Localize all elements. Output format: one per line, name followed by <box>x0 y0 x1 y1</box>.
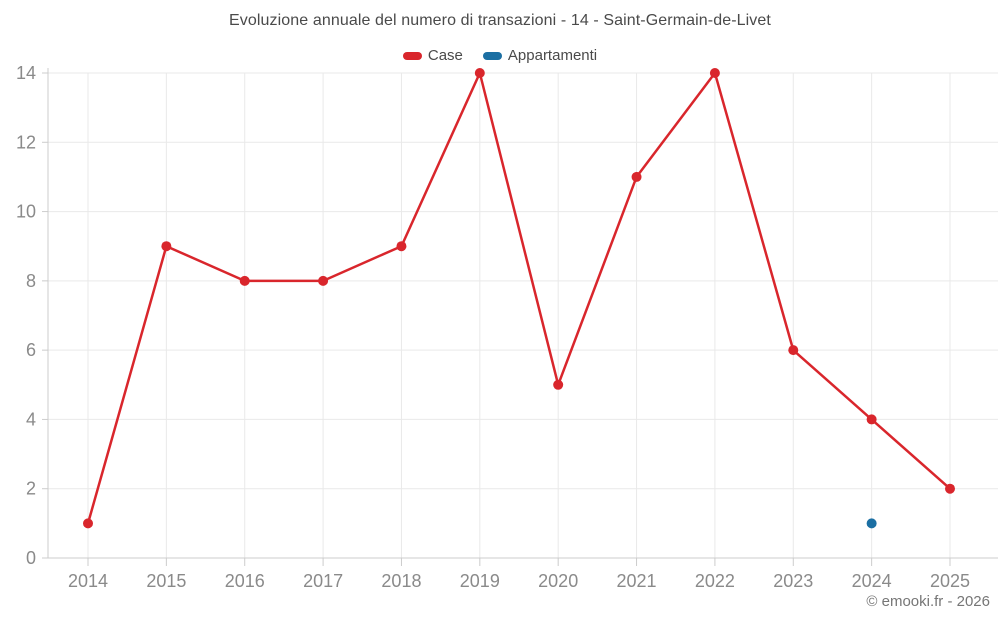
chart-legend: Case Appartamenti <box>0 47 1000 64</box>
x-axis-tick-label: 2019 <box>460 571 500 591</box>
y-axis-tick-label: 8 <box>26 271 36 291</box>
y-axis-tick-label: 4 <box>26 409 36 429</box>
x-axis-tick-label: 2022 <box>695 571 735 591</box>
data-point-case[interactable] <box>474 68 485 78</box>
data-point-case[interactable] <box>866 414 877 425</box>
data-point-case[interactable] <box>553 379 564 390</box>
appartamenti-series-swatch-icon <box>482 51 502 60</box>
y-axis-tick-label: 12 <box>16 132 36 152</box>
x-axis-tick-label: 2020 <box>538 571 578 591</box>
y-axis-tick-label: 6 <box>26 340 36 360</box>
data-point-case[interactable] <box>161 241 172 252</box>
y-axis-tick-label: 10 <box>16 202 36 222</box>
legend-item-case[interactable]: Case <box>402 47 463 64</box>
x-axis-tick-label: 2015 <box>146 571 186 591</box>
x-axis-tick-label: 2025 <box>930 571 970 591</box>
y-axis-tick-label: 0 <box>26 548 36 568</box>
x-axis-tick-label: 2024 <box>852 571 892 591</box>
data-point-case[interactable] <box>83 518 93 529</box>
x-axis-tick-label: 2018 <box>381 571 421 591</box>
data-point-case[interactable] <box>631 171 642 182</box>
x-axis-tick-label: 2014 <box>68 571 108 591</box>
data-point-appartamenti[interactable] <box>866 518 877 529</box>
legend-label-case: Case <box>427 47 463 64</box>
series-line-case <box>86 71 952 525</box>
data-point-case[interactable] <box>788 345 799 356</box>
case-series-swatch-icon <box>402 51 422 60</box>
legend-item-appartamenti[interactable]: Appartamenti <box>482 47 598 64</box>
data-point-case[interactable] <box>709 68 720 78</box>
data-point-case[interactable] <box>945 483 955 494</box>
chart-title: Evoluzione annuale del numero di transaz… <box>229 12 771 29</box>
x-axis-tick-label: 2016 <box>225 571 265 591</box>
data-point-case[interactable] <box>396 241 407 252</box>
data-point-case[interactable] <box>318 275 329 286</box>
copyright-text: © emooki.fr - 2026 <box>866 593 990 610</box>
y-axis-tick-label: 2 <box>26 479 36 499</box>
x-axis-tick-label: 2021 <box>617 571 657 591</box>
y-axis-tick-label: 14 <box>16 63 36 83</box>
data-point-case[interactable] <box>239 275 250 286</box>
x-axis-tick-label: 2017 <box>303 571 343 591</box>
x-axis-tick-label: 2023 <box>773 571 813 591</box>
legend-label-appartamenti: Appartamenti <box>507 47 598 64</box>
